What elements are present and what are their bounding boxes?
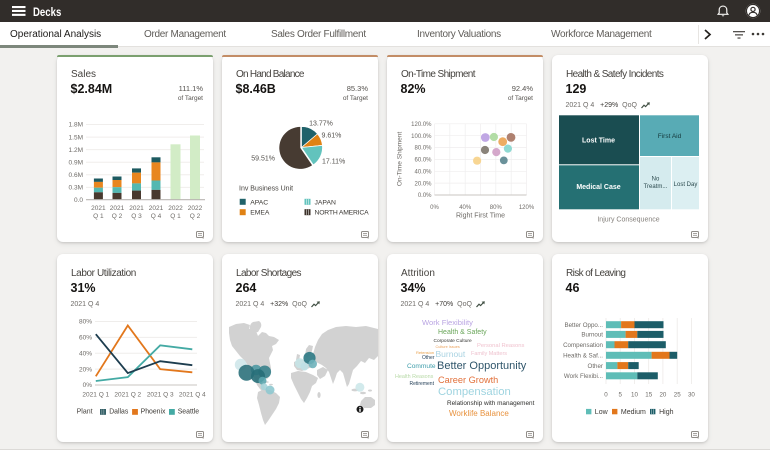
svg-text:2022: 2022 bbox=[188, 205, 203, 212]
svg-text:20.0%: 20.0% bbox=[414, 181, 432, 187]
svg-text:Better Oppo...: Better Oppo... bbox=[564, 322, 603, 329]
svg-text:2021: 2021 bbox=[149, 205, 164, 212]
svg-text:Inv Business Unit: Inv Business Unit bbox=[239, 186, 293, 193]
svg-text:Medical Case: Medical Case bbox=[576, 184, 620, 191]
svg-text:5: 5 bbox=[618, 391, 622, 398]
svg-text:2021 Q 1: 2021 Q 1 bbox=[82, 392, 109, 399]
svg-text:13.77%: 13.77% bbox=[309, 121, 333, 128]
svg-text:Q 2: Q 2 bbox=[190, 213, 201, 220]
svg-text:2021: 2021 bbox=[91, 205, 106, 212]
svg-text:No: No bbox=[652, 177, 660, 183]
svg-text:Q 4: Q 4 bbox=[151, 213, 162, 220]
svg-text:10: 10 bbox=[631, 391, 638, 398]
svg-text:0.3M: 0.3M bbox=[69, 185, 83, 192]
svg-text:2021 Q 4: 2021 Q 4 bbox=[179, 392, 206, 399]
svg-text:1.8M: 1.8M bbox=[69, 122, 83, 129]
svg-text:100.0%: 100.0% bbox=[411, 134, 432, 140]
svg-text:0%: 0% bbox=[430, 205, 439, 211]
svg-text:2021: 2021 bbox=[129, 205, 144, 212]
svg-text:40.0%: 40.0% bbox=[414, 170, 432, 176]
svg-text:Medium: Medium bbox=[621, 409, 646, 416]
svg-text:20%: 20% bbox=[79, 366, 92, 373]
svg-text:APAC: APAC bbox=[250, 199, 268, 206]
svg-text:Seattle: Seattle bbox=[178, 409, 200, 416]
svg-text:80%: 80% bbox=[79, 319, 92, 326]
svg-text:Dallas: Dallas bbox=[109, 409, 129, 416]
svg-text:Q 1: Q 1 bbox=[170, 213, 181, 220]
svg-text:25: 25 bbox=[674, 391, 681, 398]
svg-text:NORTH AMERICA: NORTH AMERICA bbox=[315, 210, 370, 217]
svg-text:0%: 0% bbox=[83, 382, 93, 389]
svg-text:80%: 80% bbox=[490, 205, 503, 211]
svg-text:Treatm...: Treatm... bbox=[644, 184, 668, 190]
svg-text:JAPAN: JAPAN bbox=[315, 199, 336, 206]
svg-text:Q 1: Q 1 bbox=[93, 213, 104, 220]
svg-text:60%: 60% bbox=[79, 335, 92, 342]
svg-text:80.0%: 80.0% bbox=[414, 146, 432, 152]
svg-text:0.6M: 0.6M bbox=[69, 172, 83, 179]
svg-text:0.0: 0.0 bbox=[74, 197, 83, 204]
svg-text:First Aid: First Aid bbox=[658, 133, 682, 140]
svg-text:Phoenix: Phoenix bbox=[141, 409, 166, 416]
svg-text:Q 3: Q 3 bbox=[131, 213, 142, 220]
svg-text:Health & Saf...: Health & Saf... bbox=[563, 353, 603, 360]
svg-text:Plant: Plant bbox=[77, 409, 93, 416]
svg-text:1.5M: 1.5M bbox=[69, 134, 83, 141]
svg-text:Low: Low bbox=[595, 409, 609, 416]
svg-text:2022: 2022 bbox=[168, 205, 183, 212]
svg-text:120%: 120% bbox=[519, 205, 535, 211]
svg-text:15: 15 bbox=[645, 391, 652, 398]
svg-text:60.0%: 60.0% bbox=[414, 158, 432, 164]
svg-text:40%: 40% bbox=[459, 205, 472, 211]
svg-text:1.2M: 1.2M bbox=[69, 147, 83, 154]
svg-text:High: High bbox=[659, 409, 674, 416]
svg-text:17.11%: 17.11% bbox=[322, 159, 345, 166]
svg-text:59.51%: 59.51% bbox=[251, 156, 275, 163]
svg-text:Right First Time: Right First Time bbox=[456, 213, 505, 220]
svg-text:Work Flexibi...: Work Flexibi... bbox=[564, 373, 603, 380]
svg-text:2021 Q 2: 2021 Q 2 bbox=[114, 392, 141, 399]
svg-text:20: 20 bbox=[659, 391, 666, 398]
svg-text:120.0%: 120.0% bbox=[411, 122, 432, 128]
svg-text:Q 2: Q 2 bbox=[112, 213, 123, 220]
svg-text:0.0%: 0.0% bbox=[418, 193, 432, 199]
svg-text:On-Time Shipment: On-Time Shipment bbox=[397, 132, 404, 186]
svg-text:0.9M: 0.9M bbox=[69, 159, 83, 166]
svg-text:Burnout: Burnout bbox=[581, 332, 603, 339]
svg-text:2021: 2021 bbox=[110, 205, 125, 212]
svg-text:9.61%: 9.61% bbox=[322, 133, 342, 140]
svg-text:30: 30 bbox=[688, 391, 695, 398]
svg-text:Injury Consequence: Injury Consequence bbox=[597, 217, 659, 224]
svg-text:EMEA: EMEA bbox=[250, 210, 270, 217]
svg-text:Compensation: Compensation bbox=[563, 342, 603, 349]
svg-text:40%: 40% bbox=[79, 350, 92, 357]
svg-text:Other: Other bbox=[588, 363, 603, 370]
svg-text:2021 Q 3: 2021 Q 3 bbox=[147, 392, 174, 399]
svg-text:Lost Time: Lost Time bbox=[582, 138, 615, 145]
svg-text:Lost Day: Lost Day bbox=[674, 182, 698, 188]
svg-text:0: 0 bbox=[604, 391, 608, 398]
